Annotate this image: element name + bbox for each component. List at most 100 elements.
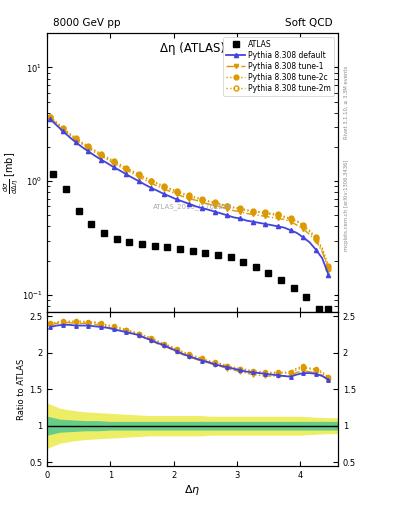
ATLAS: [326, 306, 331, 312]
Pythia 8.308 tune-2m: [288, 217, 293, 223]
Legend: ATLAS, Pythia 8.308 default, Pythia 8.308 tune-1, Pythia 8.308 tune-2c, Pythia 8: ATLAS, Pythia 8.308 default, Pythia 8.30…: [223, 37, 334, 96]
Pythia 8.308 tune-1: [136, 174, 141, 180]
Pythia 8.308 tune-2m: [124, 165, 129, 172]
Pythia 8.308 tune-2c: [244, 207, 249, 213]
ATLAS: [152, 243, 157, 249]
Pythia 8.308 tune-1: [307, 231, 312, 238]
ATLAS: [304, 294, 309, 301]
Pythia 8.308 tune-2c: [168, 185, 173, 191]
Pythia 8.308 default: [99, 157, 103, 163]
Pythia 8.308 tune-2m: [320, 246, 325, 252]
ATLAS: [114, 236, 119, 242]
Pythia 8.308 default: [244, 218, 249, 224]
Pythia 8.308 tune-1: [168, 188, 173, 195]
Pythia 8.308 default: [168, 194, 173, 200]
Pythia 8.308 default: [301, 234, 306, 241]
Pythia 8.308 tune-2c: [314, 234, 318, 241]
Pythia 8.308 tune-2c: [149, 178, 154, 184]
Pythia 8.308 tune-2m: [61, 125, 65, 132]
Pythia 8.308 tune-2m: [250, 208, 255, 215]
Pythia 8.308 tune-2c: [187, 193, 192, 199]
ATLAS: [165, 244, 170, 250]
Y-axis label: $\frac{d\sigma}{d\Delta\eta}$ [mb]: $\frac{d\sigma}{d\Delta\eta}$ [mb]: [1, 152, 20, 194]
Pythia 8.308 tune-2m: [301, 223, 306, 229]
Pythia 8.308 tune-2m: [269, 211, 274, 218]
ATLAS: [253, 264, 258, 270]
Pythia 8.308 tune-2m: [257, 209, 261, 216]
Pythia 8.308 tune-2m: [130, 168, 135, 175]
Pythia 8.308 tune-2c: [269, 210, 274, 217]
Pythia 8.308 tune-2c: [307, 227, 312, 233]
Pythia 8.308 tune-1: [238, 208, 242, 215]
Pythia 8.308 tune-2m: [326, 266, 331, 272]
Pythia 8.308 tune-2c: [206, 198, 211, 204]
Pythia 8.308 default: [269, 222, 274, 228]
Pythia 8.308 tune-1: [244, 210, 249, 217]
Pythia 8.308 tune-1: [282, 217, 286, 223]
Pythia 8.308 default: [294, 230, 299, 236]
Pythia 8.308 tune-1: [263, 214, 268, 220]
Pythia 8.308 default: [193, 203, 198, 209]
Pythia 8.308 default: [130, 175, 135, 181]
Pythia 8.308 tune-1: [73, 137, 78, 143]
Pythia 8.308 tune-2m: [244, 207, 249, 214]
Pythia 8.308 default: [48, 116, 53, 122]
Pythia 8.308 default: [257, 220, 261, 226]
Pythia 8.308 tune-2c: [92, 147, 97, 153]
Pythia 8.308 tune-2m: [282, 215, 286, 221]
ATLAS: [127, 239, 132, 245]
Pythia 8.308 tune-2c: [275, 211, 280, 218]
Line: Pythia 8.308 tune-2m: Pythia 8.308 tune-2m: [48, 115, 331, 271]
Pythia 8.308 default: [156, 188, 160, 194]
Text: ATLAS_2019_I1762584: ATLAS_2019_I1762584: [153, 203, 232, 210]
Pythia 8.308 tune-2c: [250, 207, 255, 214]
ATLAS: [51, 171, 56, 177]
Pythia 8.308 tune-1: [212, 202, 217, 208]
Pythia 8.308 tune-2c: [320, 245, 325, 251]
Pythia 8.308 default: [54, 122, 59, 129]
Line: Pythia 8.308 tune-1: Pythia 8.308 tune-1: [48, 116, 331, 271]
Y-axis label: Ratio to ATLAS: Ratio to ATLAS: [17, 358, 26, 420]
Text: Δη (ATLAS): Δη (ATLAS): [160, 41, 225, 55]
Pythia 8.308 default: [187, 201, 192, 207]
Pythia 8.308 default: [263, 221, 268, 227]
Pythia 8.308 tune-2m: [238, 206, 242, 212]
Pythia 8.308 tune-2c: [238, 205, 242, 211]
Pythia 8.308 default: [162, 191, 167, 197]
Pythia 8.308 tune-2c: [301, 222, 306, 228]
Pythia 8.308 default: [149, 185, 154, 191]
Pythia 8.308 tune-2m: [200, 197, 204, 203]
ATLAS: [76, 207, 81, 214]
Pythia 8.308 default: [288, 227, 293, 233]
Pythia 8.308 tune-2c: [73, 135, 78, 141]
Line: Pythia 8.308 default: Pythia 8.308 default: [48, 117, 331, 277]
Pythia 8.308 tune-2c: [61, 125, 65, 131]
Pythia 8.308 tune-2m: [99, 152, 103, 158]
Pythia 8.308 tune-2m: [73, 136, 78, 142]
Pythia 8.308 tune-2c: [162, 183, 167, 189]
Pythia 8.308 tune-2m: [231, 205, 236, 211]
Pythia 8.308 tune-1: [288, 219, 293, 225]
Pythia 8.308 tune-2m: [193, 195, 198, 201]
Pythia 8.308 tune-1: [61, 126, 65, 133]
Pythia 8.308 tune-2m: [314, 236, 318, 242]
Pythia 8.308 tune-2m: [162, 184, 167, 190]
Pythia 8.308 tune-1: [314, 238, 318, 244]
Pythia 8.308 tune-2c: [282, 214, 286, 220]
Pythia 8.308 tune-1: [174, 191, 179, 197]
Pythia 8.308 tune-2m: [86, 144, 91, 150]
Pythia 8.308 tune-2m: [67, 131, 72, 137]
Pythia 8.308 tune-2m: [111, 159, 116, 165]
Pythia 8.308 default: [320, 255, 325, 261]
Pythia 8.308 tune-2m: [156, 181, 160, 187]
Pythia 8.308 tune-1: [92, 149, 97, 155]
Pythia 8.308 default: [111, 164, 116, 170]
Pythia 8.308 tune-2m: [143, 175, 147, 181]
Pythia 8.308 default: [275, 223, 280, 229]
Pythia 8.308 tune-2c: [193, 194, 198, 200]
Pythia 8.308 tune-1: [105, 157, 110, 163]
Pythia 8.308 tune-2c: [86, 143, 91, 150]
ATLAS: [140, 241, 144, 247]
Pythia 8.308 default: [92, 153, 97, 159]
Pythia 8.308 tune-2m: [275, 212, 280, 219]
